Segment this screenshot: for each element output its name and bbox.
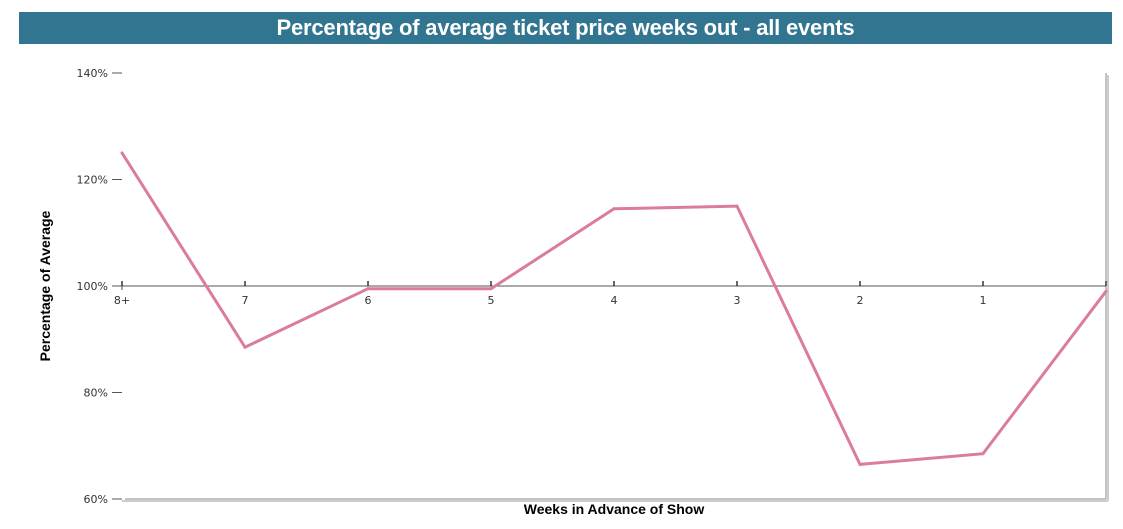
x-tick-label: 2 [857,294,864,307]
data-point [366,287,370,291]
x-tick-label: 3 [734,294,741,307]
data-point [1104,289,1108,293]
data-point [243,345,247,349]
x-tick-label: 1 [980,294,987,307]
x-tick-label: 7 [242,294,249,307]
y-tick-label: 120% [77,174,108,187]
data-point [981,452,985,456]
y-axis: 60% 80% 100% 120% 140% [77,67,123,506]
y-tick-label: 140% [77,67,108,80]
x-axis: 8+ 7 6 5 4 3 2 1 [114,281,1107,307]
data-point [120,151,124,155]
chart-title-bar: Percentage of average ticket price weeks… [19,12,1112,44]
x-tick-label: 8+ [114,294,130,307]
y-tick-label: 100% [77,280,108,293]
y-tick-label: 60% [84,493,108,506]
plot-frame [122,73,1109,502]
y-tick-label: 80% [84,387,108,400]
x-tick-label: 4 [611,294,618,307]
x-tick-label: 5 [488,294,495,307]
y-axis-title: Percentage of Average [37,210,53,361]
series-group [120,151,1108,466]
data-point [489,287,493,291]
x-tick-label: 6 [365,294,372,307]
data-point [858,462,862,466]
data-point [735,204,739,208]
data-point [612,207,616,211]
series-line [120,152,1108,466]
chart-title: Percentage of average ticket price weeks… [276,15,855,40]
x-axis-title: Weeks in Advance of Show [524,501,705,517]
